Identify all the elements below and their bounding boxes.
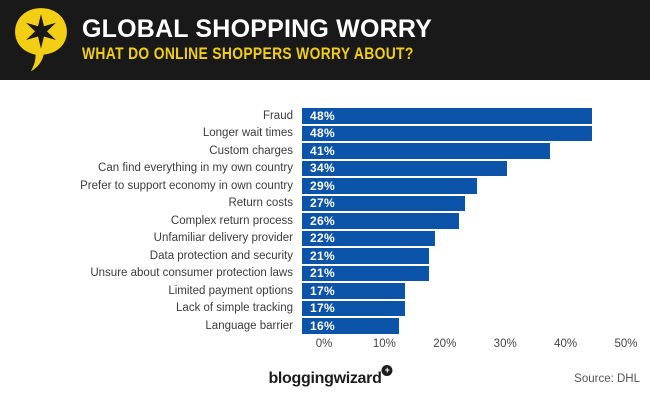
bar-row: Complex return process 26% [22,212,650,230]
plus-badge-icon: + [381,365,393,376]
bar-value-label: 17% [310,301,335,316]
bar: 22% [302,230,435,246]
bar: 16% [302,318,399,334]
bar: 48% [302,108,592,124]
footer: bloggingwizard + Source: DHL [0,364,650,392]
bar-row: Unsure about consumer protection laws 21% [22,265,650,283]
bar-row: Return costs 27% [22,195,650,213]
bar-value-label: 21% [310,248,335,263]
bar: 41% [302,143,550,159]
category-label: Longer wait times [202,127,293,140]
bloggingwizard-logo: bloggingwizard + [268,365,393,388]
category-label: Fraud [262,109,293,122]
bar-track: 29% [302,178,604,194]
bar-row: Fraud 48% [22,107,650,125]
category-label: Data protection and security [149,249,293,262]
bar: 48% [302,125,592,141]
bar-value-label: 21% [310,266,335,281]
category-label: Complex return process [170,214,293,227]
category-label: Lack of simple tracking [176,302,293,315]
bar-track: 41% [302,143,604,159]
category-label: Return costs [228,197,293,210]
bar-track: 17% [302,283,604,299]
page-subtitle: WHAT DO ONLINE SHOPPERS WORRY ABOUT? [82,45,414,64]
bar: 29% [302,178,478,194]
bar-row: Data protection and security 21% [22,247,650,265]
bar-value-label: 26% [310,213,335,228]
x-axis-tick: 20% [433,337,457,350]
bar-track: 21% [302,248,604,264]
bar-value-label: 17% [310,283,335,298]
bar-track: 27% [302,195,604,211]
bar: 21% [302,248,429,264]
bar-track: 48% [302,108,604,124]
bar: 17% [302,300,405,316]
bar-row: Limited payment options 17% [22,282,650,300]
category-label: Prefer to support economy in own country [80,179,293,192]
bar-value-label: 22% [310,231,335,246]
bar-track: 16% [302,318,604,334]
bar-value-label: 29% [310,178,335,193]
bar-value-label: 34% [310,161,335,176]
bar-row: Prefer to support economy in own country… [22,177,650,195]
category-label: Limited payment options [168,284,293,297]
bar-value-label: 48% [310,126,335,141]
bar-row: Language barrier 16% [22,317,650,335]
x-axis-tick: 50% [614,337,638,350]
header-banner: GLOBAL SHOPPING WORRY WHAT DO ONLINE SHO… [0,0,650,80]
x-axis-tick: 40% [554,337,578,350]
bar: 27% [302,195,466,211]
bar-rows: Fraud 48% Longer wait times 48% Custom charg… [22,107,650,335]
bar: 26% [302,213,460,229]
bar: 34% [302,160,508,176]
x-axis-tick: 30% [493,337,517,350]
brand-wordmark: bloggingwizard [268,370,382,387]
category-label: Unsure about consumer protection laws [90,267,293,280]
bar-value-label: 27% [310,196,335,211]
bar-row: Longer wait times 48% [22,125,650,143]
bar-row: Can find everything in my own country 34% [22,160,650,178]
speech-bubble-star-icon [15,8,67,72]
x-axis: 0% 10% 20% 30% 40% 50% [316,337,638,354]
bar-track: 22% [302,230,604,246]
bar-value-label: 16% [310,318,335,333]
bar-track: 34% [302,160,604,176]
page-title: GLOBAL SHOPPING WORRY [82,14,433,43]
bar-track: 48% [302,125,604,141]
bar-track: 21% [302,265,604,281]
source-credit: Source: DHL [574,373,640,385]
bar-value-label: 41% [310,143,335,158]
bar-row: Custom charges 41% [22,142,650,160]
category-label: Unfamiliar delivery provider [153,232,293,245]
x-axis-tick: 10% [372,337,396,350]
category-label: Language barrier [205,319,293,332]
bar-row: Lack of simple tracking 17% [22,300,650,318]
bar: 17% [302,283,405,299]
bar-track: 17% [302,300,604,316]
bar-value-label: 48% [310,108,335,123]
bar-chart: Fraud 48% Longer wait times 48% Custom charg… [22,107,650,354]
bar-track: 26% [302,213,604,229]
bar-row: Unfamiliar delivery provider 22% [22,230,650,248]
category-label: Custom charges [209,144,293,157]
bar: 21% [302,265,429,281]
x-axis-tick: 0% [315,337,333,350]
category-label: Can find everything in my own country [98,162,293,175]
